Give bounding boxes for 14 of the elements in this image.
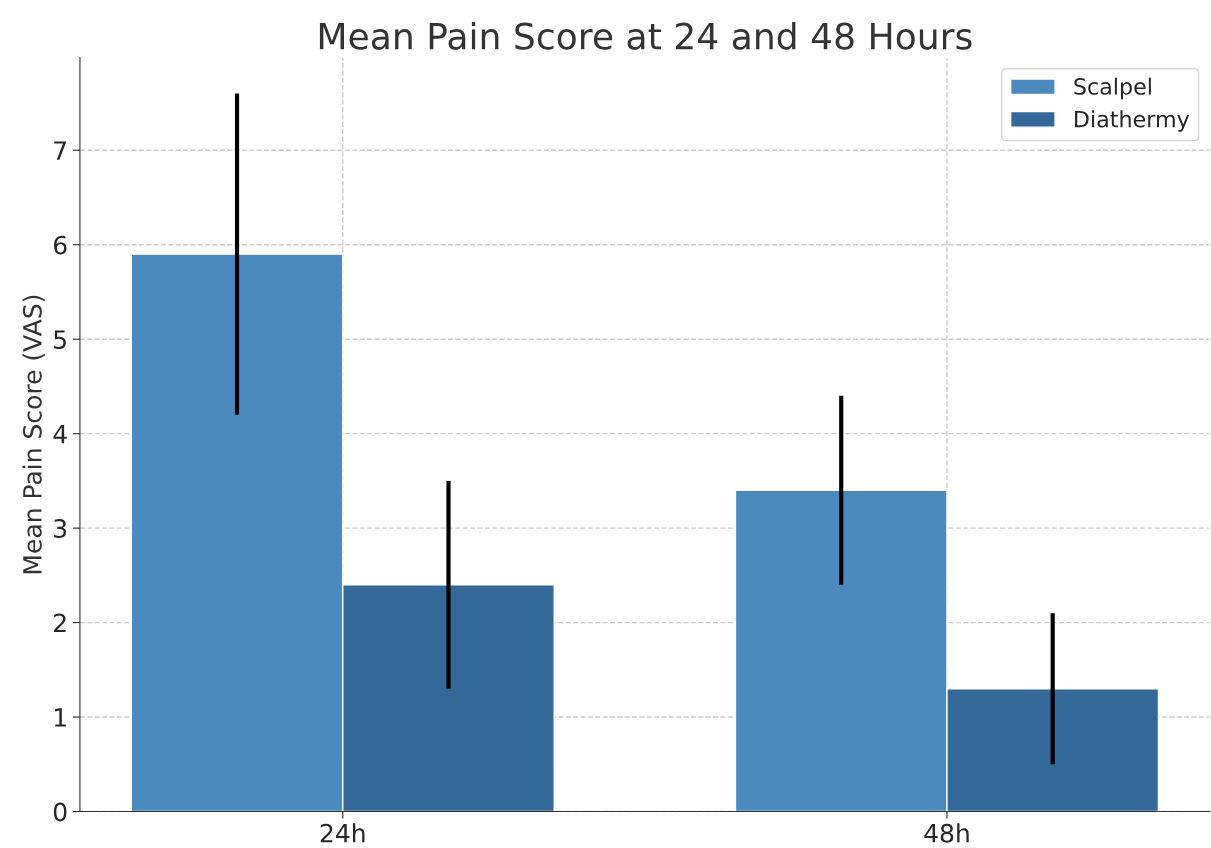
y-tick-label: 3 bbox=[54, 519, 67, 538]
x-tick-label: 48h bbox=[924, 823, 969, 843]
y-tick-label: 0 bbox=[53, 802, 67, 822]
y-tick-label: 6 bbox=[53, 235, 67, 255]
y-axis-title: Mean Pain Score (VAS) bbox=[22, 295, 45, 574]
y-tick-label: 4 bbox=[53, 424, 67, 444]
x-tick-label: 24h bbox=[320, 823, 365, 843]
chart-title: Mean Pain Score at 24 and 48 Hours bbox=[319, 21, 972, 50]
y-tick-label: 7 bbox=[54, 141, 66, 160]
legend-label: Diathermy bbox=[1075, 110, 1190, 132]
y-tick-label: 5 bbox=[54, 330, 66, 350]
legend-label: Scalpel bbox=[1074, 77, 1151, 100]
y-tick-label: 1 bbox=[54, 708, 66, 727]
y-tick-label: 2 bbox=[54, 613, 66, 633]
